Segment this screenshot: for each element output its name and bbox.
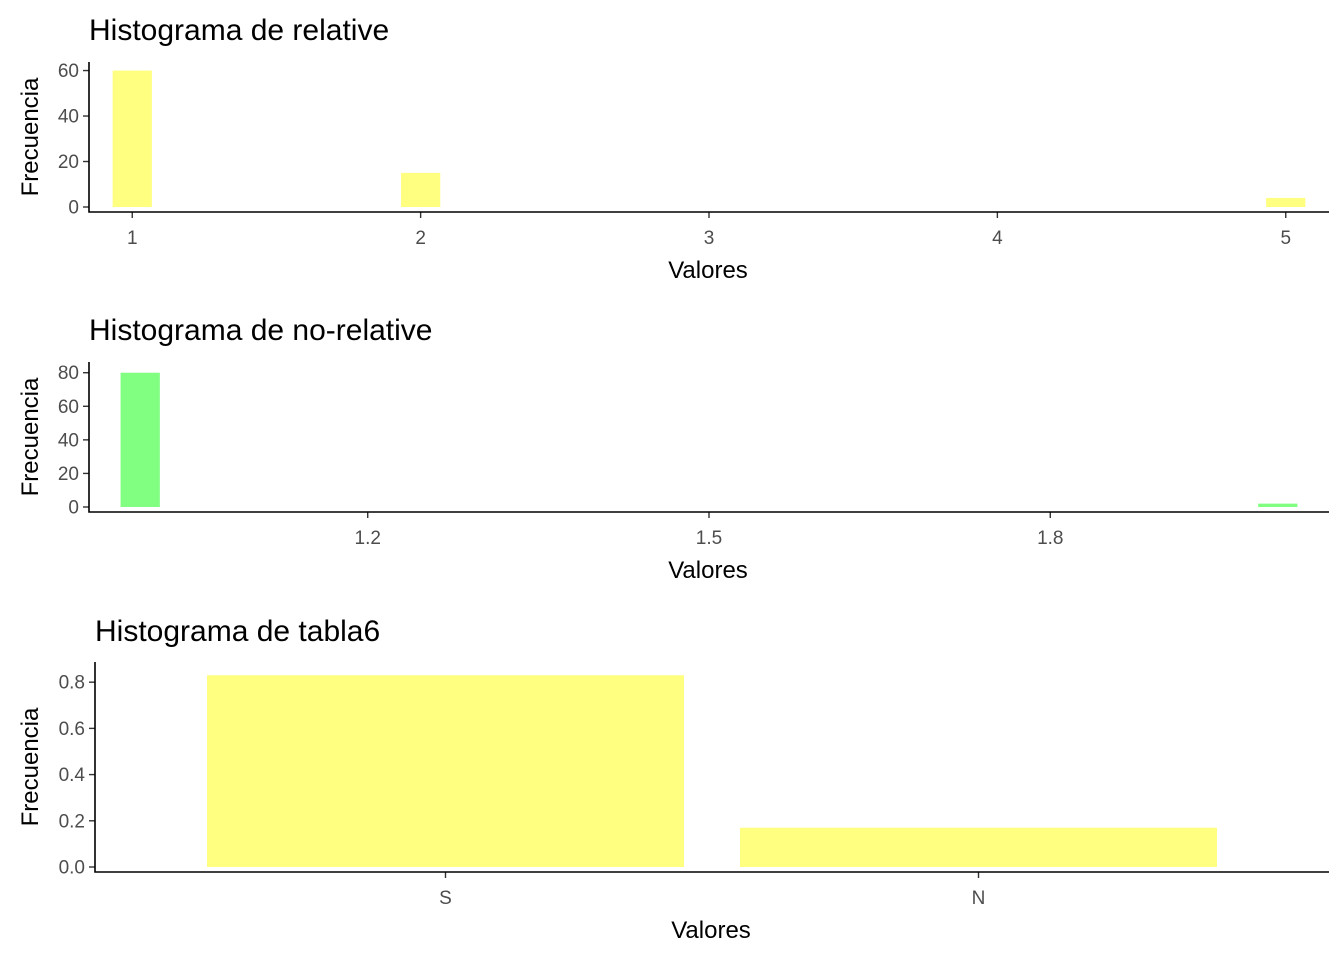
histogram-bar bbox=[120, 372, 160, 507]
x-tick-label: 4 bbox=[992, 228, 1003, 249]
bar-n bbox=[740, 827, 1217, 867]
histogram-relative-panel: Histograma de relative Frecuencia Valore… bbox=[17, 14, 1329, 284]
y-tick-label: 0.8 bbox=[59, 673, 85, 694]
y-tick-label: 0.6 bbox=[59, 719, 85, 740]
ticks-group: 0 20 40 60 80 1.2 1.5 1.8 bbox=[58, 363, 1064, 549]
y-tick-label: 40 bbox=[58, 107, 79, 128]
y-axis-title: Frecuencia bbox=[17, 377, 44, 496]
x-tick-label: 1.2 bbox=[355, 528, 381, 549]
bar-s bbox=[207, 675, 684, 867]
y-tick-label: 40 bbox=[58, 430, 79, 451]
histogram-bar bbox=[112, 70, 152, 207]
axis-lines bbox=[88, 362, 1329, 513]
x-axis-title: Valores bbox=[668, 557, 748, 584]
chart-title: Histograma de no-relative bbox=[89, 314, 433, 347]
y-axis-title: Frecuencia bbox=[17, 707, 44, 826]
ticks-group: 0 20 40 60 1 2 3 4 5 bbox=[58, 61, 1291, 249]
x-axis-title: Valores bbox=[668, 257, 748, 284]
bars-group bbox=[120, 372, 1298, 507]
histogram-tabla6-panel: Histograma de tabla6 Frecuencia Valores … bbox=[17, 615, 1329, 944]
histogram-bar bbox=[401, 172, 441, 207]
histogram-bar bbox=[1258, 503, 1298, 507]
axis-lines bbox=[88, 62, 1329, 213]
y-tick-label: 60 bbox=[58, 397, 79, 418]
x-axis-title: Valores bbox=[671, 917, 751, 944]
x-tick-label: 2 bbox=[415, 228, 426, 249]
chart-title: Histograma de tabla6 bbox=[95, 615, 380, 648]
y-axis-title: Frecuencia bbox=[17, 77, 44, 196]
axis-lines bbox=[94, 662, 1329, 873]
x-tick-label: 1 bbox=[127, 228, 138, 249]
y-tick-label: 80 bbox=[58, 363, 79, 384]
y-tick-label: 0.2 bbox=[59, 811, 85, 832]
x-tick-label: S bbox=[439, 888, 452, 909]
ticks-group: 0.0 0.2 0.4 0.6 0.8 S N bbox=[59, 673, 986, 909]
y-tick-label: 0 bbox=[68, 198, 79, 219]
y-tick-label: 20 bbox=[58, 464, 79, 485]
bars-group bbox=[112, 70, 1306, 207]
histogram-no-relative-panel: Histograma de no-relative Frecuencia Val… bbox=[17, 314, 1329, 584]
x-tick-label: 3 bbox=[704, 228, 715, 249]
x-tick-label: 5 bbox=[1280, 228, 1291, 249]
histogram-bar bbox=[1266, 197, 1306, 207]
x-tick-label: 1.5 bbox=[696, 528, 722, 549]
y-tick-label: 20 bbox=[58, 152, 79, 173]
chart-title: Histograma de relative bbox=[89, 14, 389, 47]
x-tick-label: N bbox=[972, 888, 986, 909]
bars-group bbox=[207, 675, 1217, 867]
y-tick-label: 0.4 bbox=[59, 765, 86, 786]
y-tick-label: 0.0 bbox=[59, 858, 85, 879]
y-tick-label: 0 bbox=[68, 498, 79, 519]
x-tick-label: 1.8 bbox=[1037, 528, 1063, 549]
y-tick-label: 60 bbox=[58, 61, 79, 82]
